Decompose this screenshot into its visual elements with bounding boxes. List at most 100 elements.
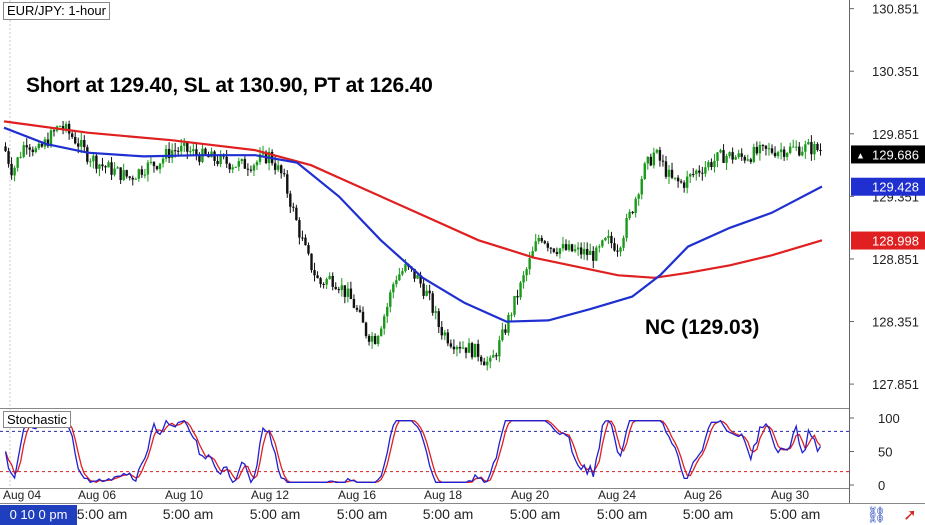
- candle-body: [134, 178, 137, 180]
- time-tick-label: 5:00 am: [337, 506, 388, 522]
- candle-body: [28, 147, 31, 150]
- candle-body: [719, 150, 722, 153]
- date-tick-label: Aug 16: [338, 488, 376, 502]
- candle-body: [725, 155, 728, 163]
- candle-body: [716, 152, 719, 161]
- candle-body: [604, 238, 607, 241]
- candle-body: [434, 311, 437, 313]
- time-axis[interactable]: 5:00 am 5:00 am 5:00 am 5:00 am 5:00 am 5:00 …: [77, 506, 821, 522]
- candle-body: [16, 157, 19, 168]
- candle-body: [413, 268, 416, 279]
- candle-body: [667, 169, 671, 177]
- date-tick-label: Aug 18: [424, 488, 462, 502]
- candle-body: [561, 244, 565, 249]
- candle-body: [452, 346, 456, 350]
- candle-body: [116, 167, 119, 169]
- candle-body: [713, 160, 716, 168]
- candle-body: [34, 148, 38, 153]
- arrow-icon[interactable]: ➚: [903, 504, 917, 524]
- candle-body: [225, 156, 228, 164]
- candle-body: [592, 250, 595, 261]
- candle-body: [337, 289, 340, 291]
- candle-body: [440, 327, 443, 336]
- candle-body: [813, 143, 816, 155]
- candle-body: [280, 165, 283, 174]
- candle-body: [740, 153, 743, 157]
- candle-body: [231, 167, 234, 170]
- candle-body: [449, 343, 453, 347]
- candle-body: [31, 149, 34, 153]
- time-cursor-label: 0 10 0 pm: [0, 505, 77, 525]
- candle-body: [446, 332, 450, 344]
- date-tick-label: Aug 26: [684, 488, 722, 502]
- time-tick-label: 5:00 am: [597, 506, 648, 522]
- candle-body: [125, 170, 128, 177]
- date-tick-label: Aug 30: [771, 488, 809, 502]
- stochastic-tick-label: 100: [878, 411, 900, 426]
- candle-body: [149, 161, 153, 163]
- candle-body: [276, 165, 280, 170]
- candle-body: [501, 329, 504, 341]
- candle-body: [546, 243, 550, 248]
- candle-body: [810, 142, 813, 155]
- candle-body: [595, 247, 598, 261]
- candle-body: [95, 155, 98, 169]
- candle-body: [155, 166, 159, 170]
- stochastic-indicator-label[interactable]: Stochastic: [3, 411, 71, 428]
- candle-body: [695, 170, 698, 175]
- stochastic-panel[interactable]: [0, 419, 849, 484]
- candle-body: [370, 335, 374, 342]
- candle-body: [143, 174, 147, 176]
- candle-body: [307, 245, 310, 254]
- candle-body: [655, 149, 659, 153]
- candle-body: [704, 167, 707, 174]
- candle-body: [804, 144, 807, 152]
- candle-body: [795, 146, 798, 148]
- candle-body: [161, 158, 165, 164]
- price-tick-label: 128.351: [872, 315, 919, 330]
- price-panel-area: [0, 0, 849, 408]
- price-tag-marker: ▲: [856, 150, 865, 160]
- candle-body: [104, 166, 107, 168]
- candle-body: [198, 154, 201, 162]
- candle-body: [507, 314, 510, 333]
- time-tick-label: 5:00 am: [770, 506, 821, 522]
- candle-body: [313, 270, 316, 276]
- time-tick-label: 5:00 am: [683, 506, 734, 522]
- candle-body: [401, 271, 404, 275]
- price-tag-label: 128.998: [872, 234, 919, 249]
- candle-body: [322, 284, 325, 286]
- candle-body: [252, 165, 256, 171]
- candle-body: [110, 162, 113, 175]
- candle-body: [455, 346, 459, 350]
- candle-body: [101, 164, 104, 167]
- candle-body: [177, 150, 180, 152]
- price-axis[interactable]: 130.851130.351129.851129.351128.851128.3…: [849, 2, 919, 392]
- candle-body: [376, 335, 380, 345]
- candle-body: [228, 163, 231, 170]
- candle-body: [470, 343, 474, 358]
- price-panel[interactable]: [0, 0, 849, 488]
- price-tick-label: 130.351: [872, 64, 919, 79]
- candle-body: [346, 288, 350, 297]
- candle-body: [137, 169, 141, 179]
- candle-body: [685, 176, 689, 188]
- candle-body: [40, 143, 44, 147]
- link-icon[interactable]: ⛓: [866, 504, 887, 524]
- candle-body: [340, 285, 344, 291]
- candle-body: [316, 275, 319, 279]
- candle-body: [58, 126, 62, 128]
- nc-level-annotation: NC (129.03): [645, 316, 760, 339]
- candle-body: [328, 275, 331, 280]
- candle-body: [358, 309, 362, 312]
- candle-body: [119, 167, 122, 180]
- candle-body: [564, 244, 568, 250]
- candle-body: [492, 355, 495, 358]
- candle-body: [807, 142, 810, 145]
- candle-body: [170, 150, 174, 159]
- candle-body: [734, 157, 737, 160]
- symbol-timeframe-label[interactable]: EUR/JPY: 1-hour: [3, 2, 110, 20]
- candle-body: [540, 237, 543, 242]
- candle-body: [334, 286, 337, 290]
